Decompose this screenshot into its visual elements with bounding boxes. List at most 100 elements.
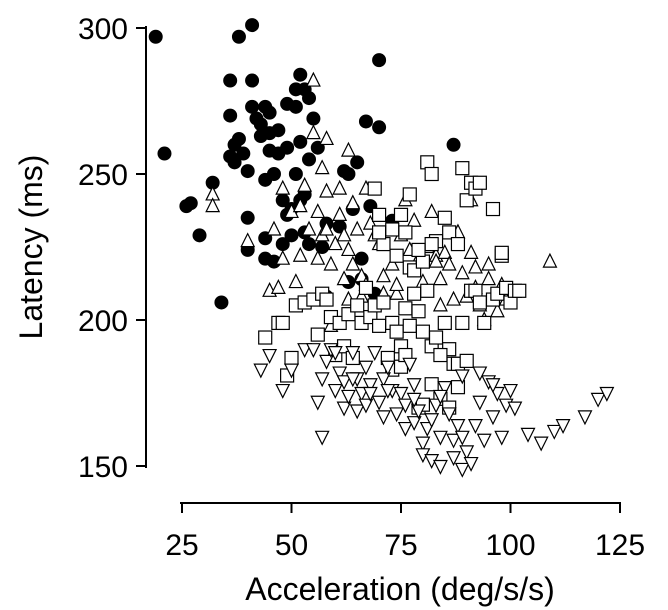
filled-circle-point	[227, 155, 242, 170]
open-triangle-up-point	[489, 302, 505, 318]
open-triangle-up-point	[327, 235, 343, 251]
open-square-point	[411, 242, 426, 258]
open-square-point	[442, 225, 457, 240]
open-triangle-up-point	[288, 273, 304, 289]
filled-circle-point	[240, 210, 255, 225]
x-tick-label: 25	[165, 529, 198, 562]
open-square-point	[402, 318, 417, 333]
open-triangle-down-point	[546, 424, 562, 440]
open-triangle-down-point	[472, 366, 488, 382]
open-triangle-up-point	[463, 243, 479, 259]
open-triangle-up-point	[310, 249, 326, 265]
open-triangle-down-point	[314, 430, 330, 446]
filled-circle-point	[240, 164, 255, 179]
open-triangle-down-point	[406, 392, 422, 408]
open-triangle-down-point	[349, 404, 365, 420]
filled-circle-point	[231, 29, 246, 44]
open-triangle-down-point	[454, 430, 470, 446]
filled-circle-point	[350, 155, 365, 170]
open-triangle-up-point	[481, 270, 497, 286]
filled-circle-point	[266, 167, 281, 181]
open-square-point	[411, 304, 426, 319]
open-triangle-down-point	[463, 456, 479, 472]
open-triangle-down-point	[397, 398, 413, 414]
filled-circle-point	[302, 152, 317, 167]
open-triangle-down-point	[437, 381, 453, 397]
open-triangle-up-point	[389, 284, 405, 300]
open-triangle-up-point	[305, 71, 321, 87]
filled-circle-point	[280, 140, 295, 155]
filled-circle-point	[341, 167, 356, 181]
open-triangle-up-point	[384, 255, 400, 271]
x-tick-label: 100	[485, 529, 535, 562]
open-triangle-up-point	[297, 176, 313, 192]
open-square-point	[372, 225, 387, 240]
open-triangle-up-point	[428, 252, 444, 268]
data-points	[148, 18, 615, 478]
open-triangle-down-point	[476, 433, 492, 449]
open-triangle-down-point	[432, 389, 448, 405]
open-triangle-up-point	[424, 203, 440, 219]
open-triangle-down-point	[446, 433, 462, 449]
open-square-point	[372, 318, 387, 333]
filled-circle-point	[302, 91, 317, 106]
open-triangle-down-point	[393, 386, 409, 402]
open-square-point	[450, 236, 466, 252]
open-triangle-down-point	[332, 366, 348, 382]
open-triangle-up-point	[345, 194, 361, 210]
open-square-point	[424, 236, 439, 252]
filled-circle-point	[231, 131, 246, 146]
open-triangle-down-point	[441, 407, 457, 423]
open-square-point	[376, 236, 391, 252]
open-triangle-down-point	[472, 395, 488, 411]
open-triangle-down-point	[358, 398, 374, 414]
open-triangle-up-point	[240, 232, 256, 248]
open-triangle-down-point	[358, 360, 374, 376]
filled-circle-point	[302, 237, 317, 252]
open-triangle-down-point	[262, 348, 278, 364]
open-square-point	[350, 298, 365, 313]
y-axis-title: Latency (ms)	[13, 155, 49, 340]
open-triangle-down-point	[376, 410, 391, 426]
open-triangle-up-point	[319, 220, 335, 236]
open-square-point	[393, 207, 409, 222]
open-triangle-up-point	[292, 246, 308, 262]
open-square-point	[472, 295, 487, 310]
x-tick-label: 50	[275, 529, 308, 562]
open-triangle-up-point	[301, 220, 317, 236]
open-triangle-up-point	[376, 267, 391, 283]
open-square-point	[424, 166, 439, 182]
open-triangle-up-point	[406, 211, 422, 227]
open-triangle-down-point	[432, 459, 448, 475]
open-triangle-down-point	[485, 410, 501, 426]
open-triangle-down-point	[494, 430, 510, 446]
open-triangle-down-point	[389, 407, 405, 423]
open-triangle-down-point	[367, 346, 383, 361]
open-triangle-down-point	[336, 375, 352, 391]
open-triangle-up-point	[467, 258, 483, 274]
open-triangle-up-point	[275, 249, 291, 265]
open-triangle-up-point	[310, 203, 326, 219]
open-square-point	[284, 350, 299, 366]
open-triangle-up-point	[432, 270, 448, 286]
open-square-point	[459, 353, 474, 368]
open-square-point	[433, 347, 448, 363]
filled-circle-point	[214, 295, 229, 310]
open-triangle-up-point	[336, 226, 352, 242]
filled-circle-point	[245, 99, 260, 114]
open-triangle-up-point	[314, 159, 330, 175]
open-triangle-down-point	[459, 445, 475, 461]
filled-circle-point	[183, 196, 198, 211]
open-square-point	[420, 155, 435, 170]
open-square-point	[402, 187, 417, 202]
open-square-point	[372, 207, 387, 222]
open-triangle-down-point	[402, 357, 418, 373]
open-square-point	[468, 283, 483, 298]
open-triangle-down-point	[340, 389, 356, 405]
filled-circle-point	[148, 29, 163, 44]
filled-circle-point	[271, 123, 286, 138]
open-triangle-up-point	[389, 276, 405, 292]
filled-circle-point	[157, 146, 172, 161]
